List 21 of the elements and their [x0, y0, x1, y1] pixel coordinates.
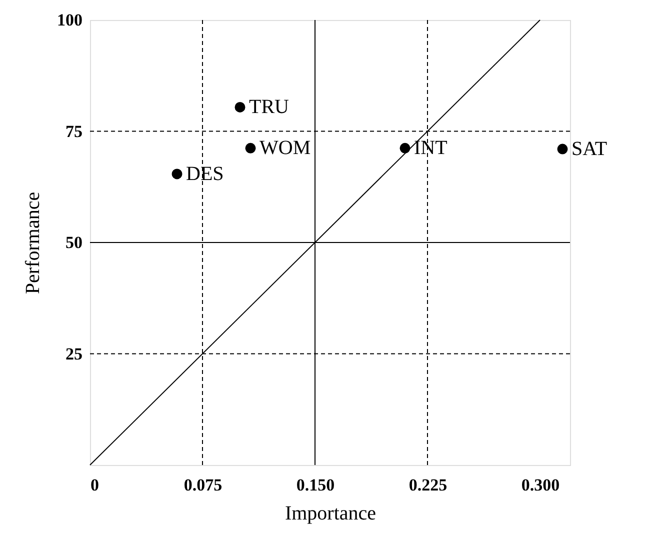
x-tick-label: 0.075 [184, 476, 222, 494]
x-axis-title: Importance [284, 502, 376, 524]
point [245, 142, 256, 154]
x-tick-label: 0 [90, 476, 99, 494]
point [234, 102, 246, 112]
y-tick-label: 100 [57, 10, 82, 30]
point [400, 142, 410, 154]
point [172, 168, 182, 180]
annotation: SAT [572, 138, 608, 160]
y-tick-label: 25 [66, 344, 82, 364]
x-tick-label: 0.300 [521, 476, 560, 494]
x-tick-label: 0.150 [296, 476, 335, 494]
annotation: WOM [260, 137, 311, 160]
annotation: TRU [249, 96, 290, 118]
y-tick-label: 75 [66, 122, 82, 141]
y-axis-title: Performance [22, 192, 44, 294]
y-tick-label: 50 [66, 233, 82, 252]
annotation: DES [186, 162, 224, 185]
x-tick-label: 0.225 [408, 476, 448, 494]
annotation: INT [414, 137, 448, 160]
point [557, 144, 568, 154]
